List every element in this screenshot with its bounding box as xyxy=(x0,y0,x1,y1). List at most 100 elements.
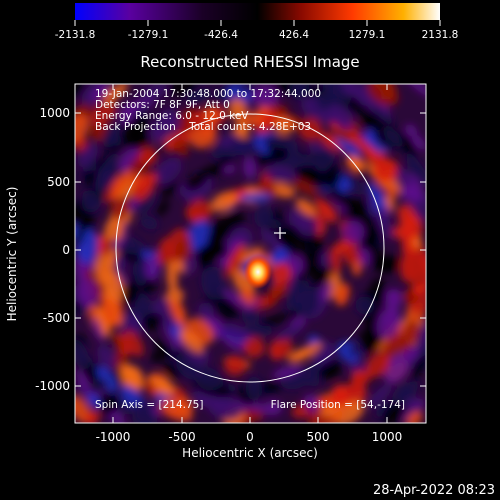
intensity-blob xyxy=(220,323,250,341)
intensity-blob xyxy=(291,342,322,363)
y-tick-label: -1000 xyxy=(35,379,70,393)
intensity-blob xyxy=(318,360,341,379)
colorbar-tick-label: -426.4 xyxy=(204,29,238,41)
intensity-blob xyxy=(92,317,104,342)
intensity-blob xyxy=(75,300,81,314)
intensity-blob xyxy=(91,84,111,102)
flare-position-label: Flare Position = [54,-174] xyxy=(271,399,405,411)
intensity-blob xyxy=(268,280,290,303)
intensity-blob xyxy=(75,369,91,391)
info-block: 19-Jan-2004 17:30:48.000 to 17:32:44.000… xyxy=(95,88,321,133)
intensity-blob xyxy=(169,84,197,97)
intensity-blob xyxy=(156,199,170,217)
intensity-blob xyxy=(295,198,317,217)
intensity-blob xyxy=(347,156,365,172)
intensity-blob xyxy=(199,238,218,270)
y-tick-label: 1000 xyxy=(39,106,70,120)
plot-area xyxy=(74,83,427,424)
intensity-blob xyxy=(376,307,402,339)
intensity-blob xyxy=(367,84,399,106)
intensity-blob xyxy=(102,84,129,104)
intensity-blob xyxy=(405,152,422,174)
intensity-blob xyxy=(163,362,181,379)
x-tick-label: 1000 xyxy=(372,430,403,444)
intensity-blob xyxy=(238,192,273,203)
colorbar: -2131.8 -1279.1 -426.4 426.4 1279.1 2131.8 xyxy=(55,3,459,41)
intensity-blob xyxy=(76,210,89,246)
intensity-blob xyxy=(102,299,122,327)
intensity-blob xyxy=(405,84,426,97)
intensity-blob xyxy=(399,319,420,350)
intensity-blob xyxy=(112,331,125,351)
intensity-blob xyxy=(383,352,411,384)
timestamp: 28-Apr-2022 08:23 xyxy=(373,483,495,498)
intensity-blob xyxy=(415,319,426,349)
intensity-blob xyxy=(113,253,126,274)
intensity-blob xyxy=(240,111,266,127)
intensity-blob xyxy=(262,136,298,149)
intensity-blob xyxy=(385,289,402,315)
intensity-blob xyxy=(110,196,130,220)
intensity-blob xyxy=(140,215,158,230)
intensity-blob xyxy=(392,383,409,403)
intensity-blob xyxy=(161,181,178,199)
intensity-blob xyxy=(141,312,163,331)
intensity-blob xyxy=(89,100,117,127)
intensity-blob xyxy=(75,394,92,423)
intensity-blob xyxy=(123,330,144,357)
intensity-blob xyxy=(367,383,392,408)
intensity-blob xyxy=(252,84,279,107)
intensity-blob xyxy=(269,248,288,265)
intensity-blob xyxy=(225,244,244,278)
intensity-blob xyxy=(131,171,157,202)
intensity-blob xyxy=(310,266,332,285)
intensity-blob xyxy=(194,87,212,100)
colorbar-tick-label: 2131.8 xyxy=(422,29,459,41)
intensity-blob xyxy=(288,84,310,99)
colorbar-ticks: -2131.8 -1279.1 -426.4 426.4 1279.1 2131.8 xyxy=(55,20,459,41)
intensity-blob xyxy=(185,172,207,191)
intensity-blob xyxy=(243,156,257,179)
intensity-blob xyxy=(262,401,283,416)
intensity-blob xyxy=(321,281,333,302)
intensity-blob xyxy=(359,329,380,348)
intensity-blob xyxy=(348,133,378,158)
intensity-blob xyxy=(96,365,118,392)
intensity-blob xyxy=(268,104,289,116)
intensity-blob xyxy=(373,157,398,183)
intensity-blob xyxy=(96,306,111,338)
intensity-blob xyxy=(95,392,119,415)
intensity-blob xyxy=(335,137,362,158)
intensity-blob xyxy=(121,238,145,255)
intensity-blob xyxy=(406,411,423,423)
intensity-blob xyxy=(166,260,178,292)
intensity-blob xyxy=(382,401,406,423)
intensity-blob xyxy=(358,248,371,266)
y-tick-label: 0 xyxy=(62,243,70,257)
colorbar-tick-label: -1279.1 xyxy=(128,29,169,41)
x-tick-label: -1000 xyxy=(96,430,131,444)
intensity-blob xyxy=(138,146,158,166)
intensity-blob xyxy=(84,411,100,423)
colorbar-tick-label: 1279.1 xyxy=(349,29,386,41)
intensity-blob xyxy=(263,165,296,182)
intensity-blob xyxy=(95,161,119,192)
colorbar-tick-label: -2131.8 xyxy=(55,29,96,41)
intensity-blob xyxy=(302,154,317,166)
intensity-blob xyxy=(276,323,304,341)
intensity-blob xyxy=(133,114,149,131)
intensity-blob xyxy=(257,382,282,394)
x-tick-label: 0 xyxy=(246,430,254,444)
intensity-blob xyxy=(346,368,374,395)
intensity-blob xyxy=(241,306,260,325)
flare-position-marker xyxy=(274,227,286,239)
intensity-blob xyxy=(322,84,344,95)
plot-axes: -1000 -500 0 500 1000 1000 500 0 -500 -1000 xyxy=(35,84,426,444)
intensity-blob xyxy=(87,393,101,409)
intensity-blob xyxy=(223,289,252,311)
info-time-range: 19-Jan-2004 17:30:48.000 to 17:32:44.000 xyxy=(95,88,321,100)
intensity-blob xyxy=(330,187,350,208)
intensity-blob xyxy=(369,104,395,124)
intensity-blob xyxy=(345,198,369,220)
y-tick-label: -500 xyxy=(43,311,70,325)
